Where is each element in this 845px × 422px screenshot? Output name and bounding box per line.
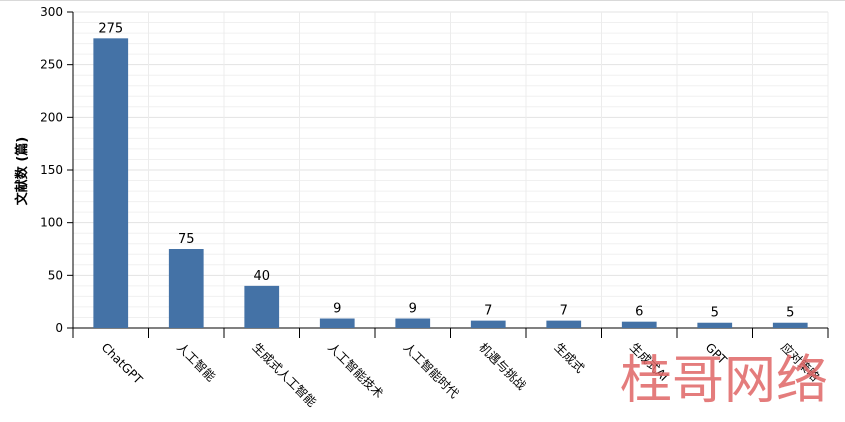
bar [772,322,808,328]
bar [244,285,280,328]
bar [93,38,129,328]
bar-value-label: 75 [178,232,195,247]
bar [168,249,204,328]
bar-value-label: 6 [635,305,643,320]
y-tick-label: 200 [40,110,63,124]
x-tick-label: 生成式人工智能 [250,340,320,410]
x-tick-label: 机遇与挑战 [476,340,528,392]
y-tick-label: 50 [48,268,63,282]
x-tick-label: 人工智能时代 [401,340,463,402]
y-tick-label: 250 [40,58,63,72]
x-tick-label: 人工智能技术 [325,340,387,402]
y-axis-title: 文献数 (篇) [14,137,30,205]
bar [697,322,733,328]
bar-value-label: 275 [98,21,123,36]
bar [621,321,657,328]
bar-value-label: 9 [333,302,341,317]
bar-value-label: 7 [560,304,568,319]
bar-value-label: 5 [786,306,794,321]
y-tick-label: 300 [40,5,63,19]
y-tick-label: 0 [55,321,63,335]
bar-value-label: 9 [409,302,417,317]
bar [395,318,431,328]
x-tick-label: 人工智能 [174,340,219,385]
y-tick-label: 150 [40,163,63,177]
bar-value-label: 5 [711,306,719,321]
bar [470,320,506,328]
x-tick-label: 生成式 [552,340,587,375]
x-tick-label: ChatGPT [99,340,146,387]
bar [546,320,582,328]
watermark-text: 桂哥网络 [620,351,828,411]
y-tick-label: 100 [40,216,63,230]
bar-layer [93,38,808,328]
grid-layer [73,11,829,329]
axis-layer: 0 50 100 150 200 250 300 [40,5,829,338]
bar [319,318,355,328]
bar-value-label: 40 [253,269,270,284]
top-border-line [0,0,845,1]
bar-value-label: 7 [484,304,492,319]
